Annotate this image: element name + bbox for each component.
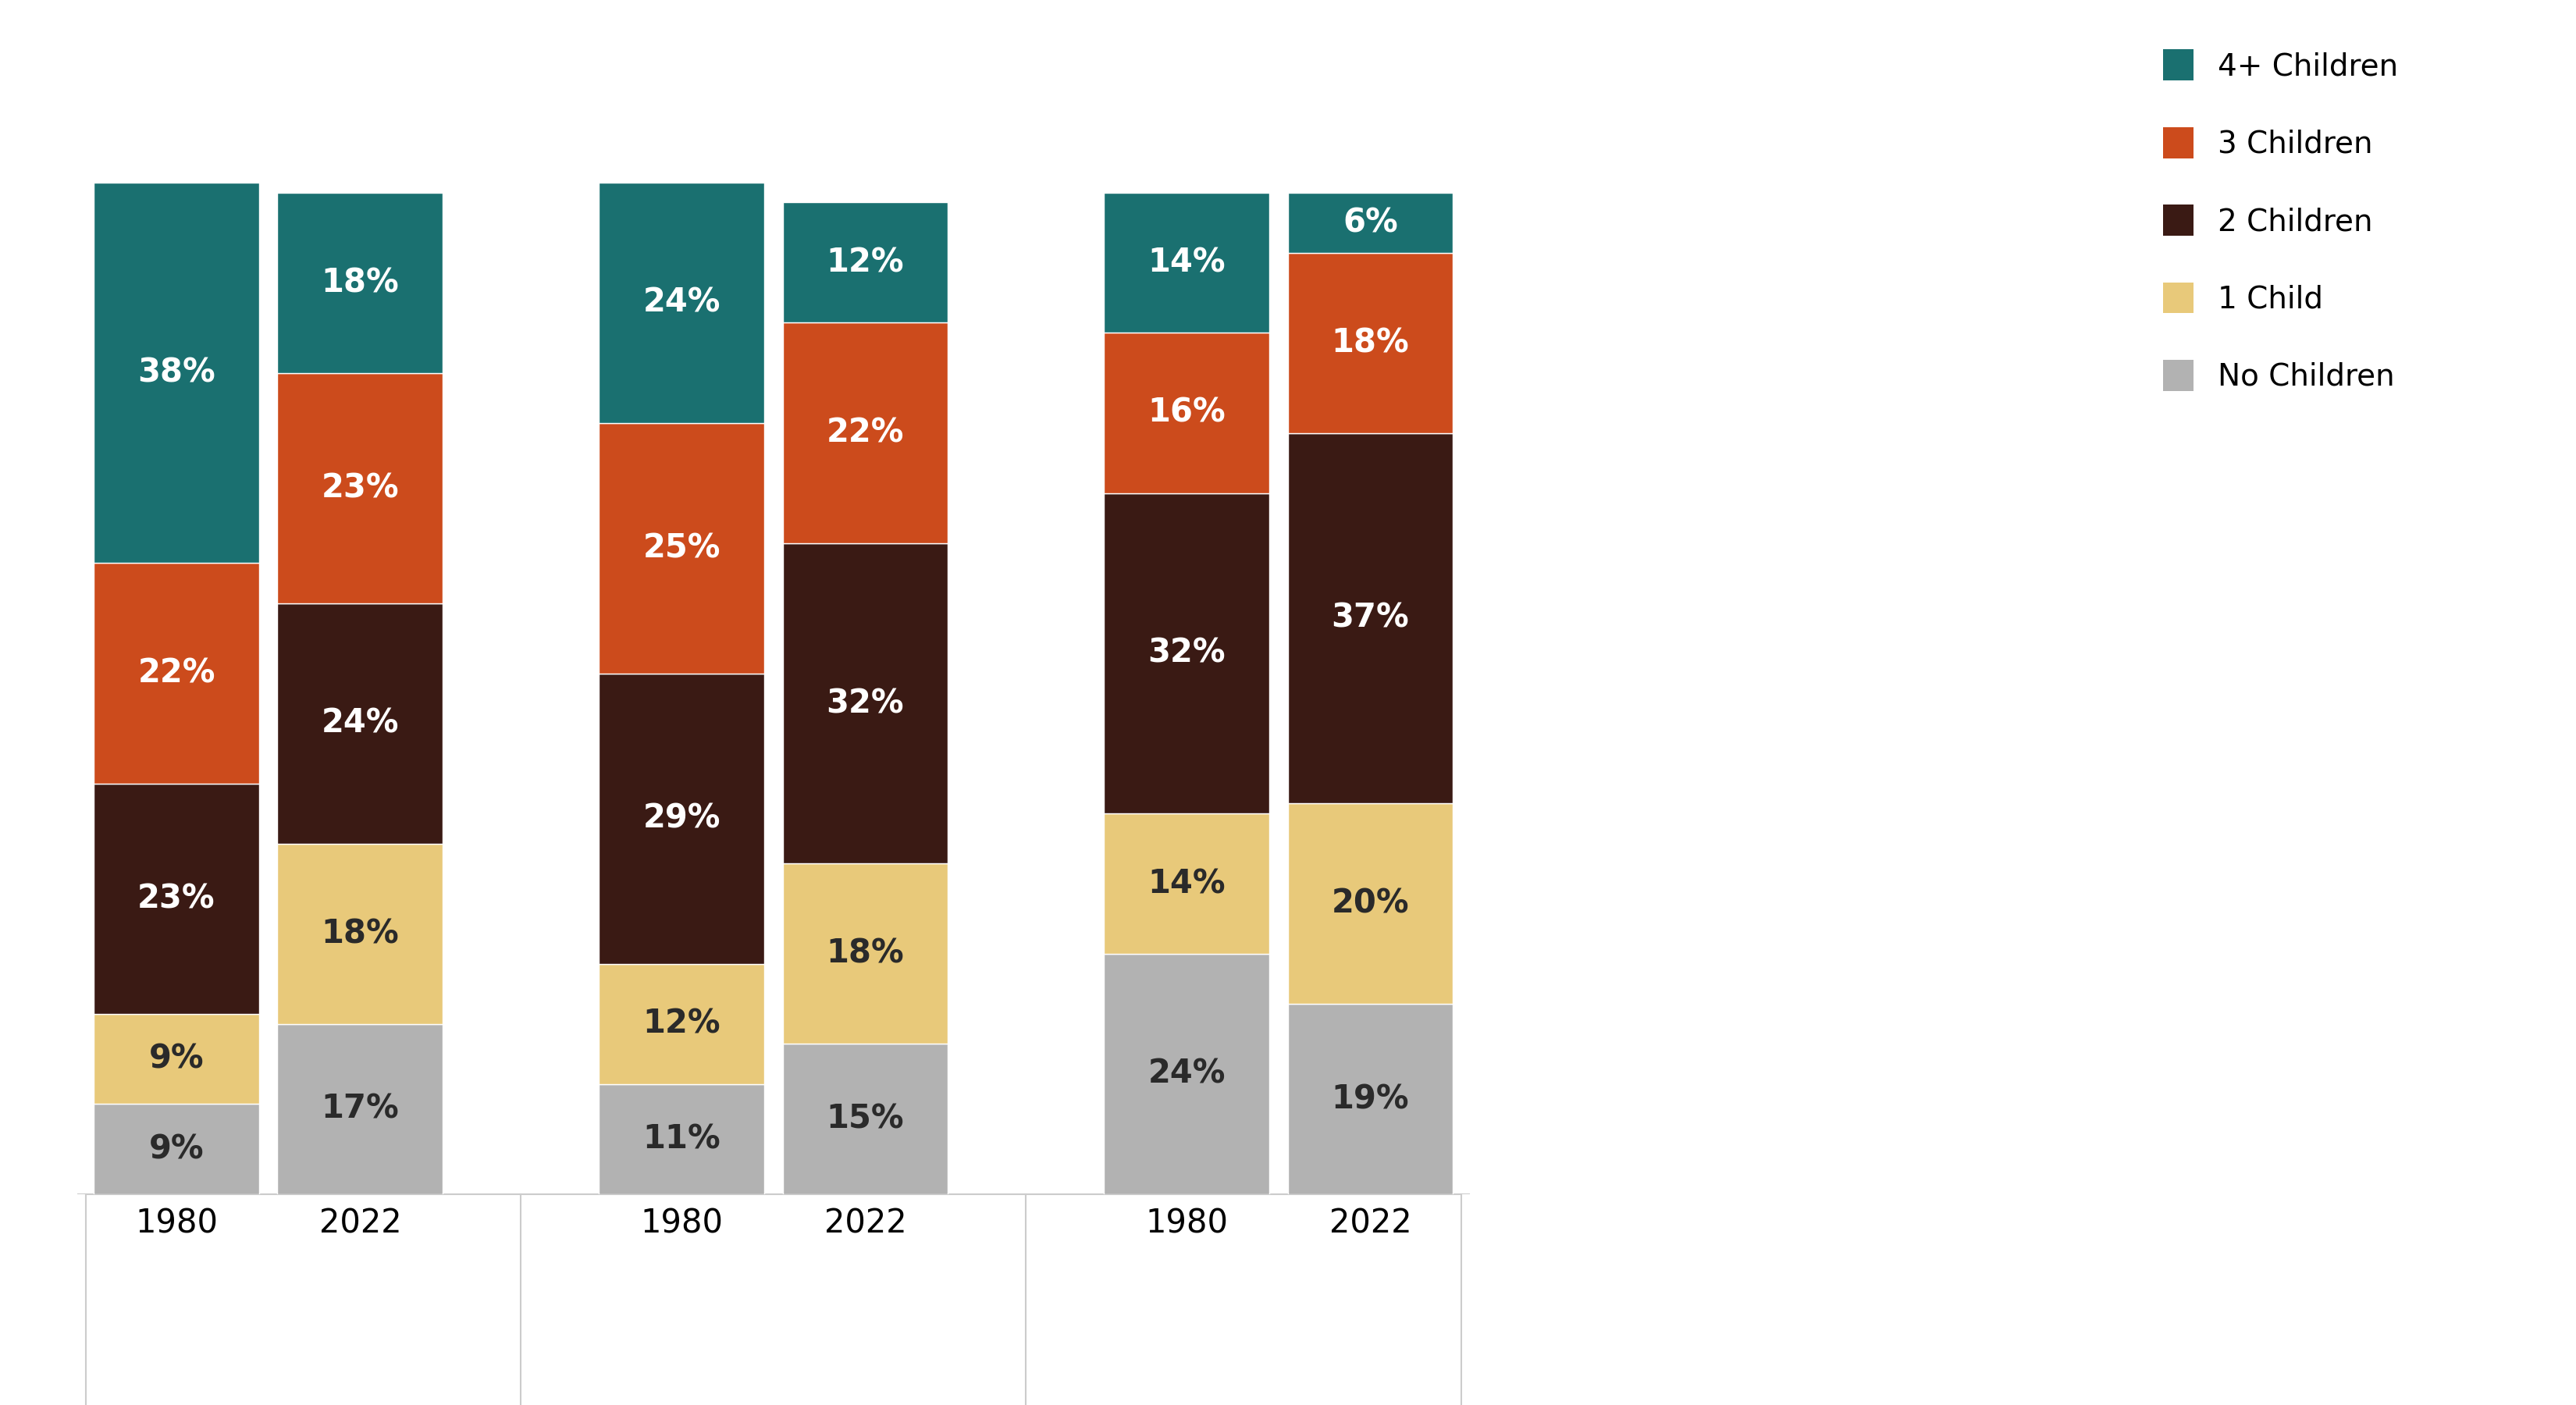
Text: 18%: 18% xyxy=(1332,326,1409,360)
Bar xyxy=(278,843,443,1024)
Bar xyxy=(1105,954,1270,1194)
Text: 25%: 25% xyxy=(644,531,721,565)
Text: 11%: 11% xyxy=(641,1123,721,1155)
Bar xyxy=(93,183,260,563)
Bar xyxy=(783,864,948,1044)
Bar xyxy=(93,1014,260,1104)
Text: 32%: 32% xyxy=(827,687,904,719)
Bar xyxy=(278,192,443,372)
Text: 22%: 22% xyxy=(827,416,904,450)
Bar xyxy=(783,544,948,864)
Bar xyxy=(1288,253,1453,433)
Bar xyxy=(598,964,765,1085)
Text: 12%: 12% xyxy=(827,246,904,280)
Text: 37%: 37% xyxy=(1332,601,1409,635)
Text: 29%: 29% xyxy=(644,802,721,835)
Bar xyxy=(1105,333,1270,493)
Text: 18%: 18% xyxy=(322,266,399,299)
Bar xyxy=(1105,192,1270,333)
Bar xyxy=(93,563,260,784)
Bar xyxy=(1288,804,1453,1005)
Text: 9%: 9% xyxy=(149,1043,204,1075)
Text: 18%: 18% xyxy=(827,937,904,971)
Text: 24%: 24% xyxy=(322,707,399,740)
Text: 24%: 24% xyxy=(644,287,721,319)
Text: 15%: 15% xyxy=(827,1103,904,1135)
Bar xyxy=(1288,1005,1453,1194)
Text: 38%: 38% xyxy=(137,357,216,389)
Bar xyxy=(278,1024,443,1194)
Text: 17%: 17% xyxy=(322,1093,399,1125)
Text: 16%: 16% xyxy=(1149,396,1226,429)
Bar xyxy=(783,1044,948,1194)
Bar xyxy=(93,1104,260,1194)
Text: 20%: 20% xyxy=(1332,888,1409,920)
Bar xyxy=(1288,433,1453,804)
Legend: 4+ Children, 3 Children, 2 Children, 1 Child, No Children: 4+ Children, 3 Children, 2 Children, 1 C… xyxy=(2148,34,2414,407)
Bar xyxy=(783,323,948,544)
Bar xyxy=(783,202,948,323)
Bar xyxy=(598,1085,765,1194)
Bar xyxy=(278,603,443,843)
Text: 14%: 14% xyxy=(1149,246,1226,280)
Text: 32%: 32% xyxy=(1149,636,1226,670)
Text: 6%: 6% xyxy=(1342,207,1399,239)
Text: 12%: 12% xyxy=(641,1007,721,1040)
Text: 22%: 22% xyxy=(137,658,216,690)
Bar xyxy=(93,784,260,1014)
Text: 19%: 19% xyxy=(1332,1083,1409,1116)
Text: 24%: 24% xyxy=(1149,1058,1226,1090)
Text: 23%: 23% xyxy=(322,472,399,504)
Text: 18%: 18% xyxy=(322,917,399,950)
Text: 9%: 9% xyxy=(149,1132,204,1166)
Text: 23%: 23% xyxy=(137,882,216,915)
Bar xyxy=(278,372,443,603)
Bar xyxy=(1105,493,1270,813)
Bar xyxy=(1288,192,1453,253)
Bar xyxy=(598,673,765,964)
Bar xyxy=(598,183,765,423)
Bar xyxy=(598,423,765,673)
Text: 14%: 14% xyxy=(1149,867,1226,901)
Bar xyxy=(1105,813,1270,954)
